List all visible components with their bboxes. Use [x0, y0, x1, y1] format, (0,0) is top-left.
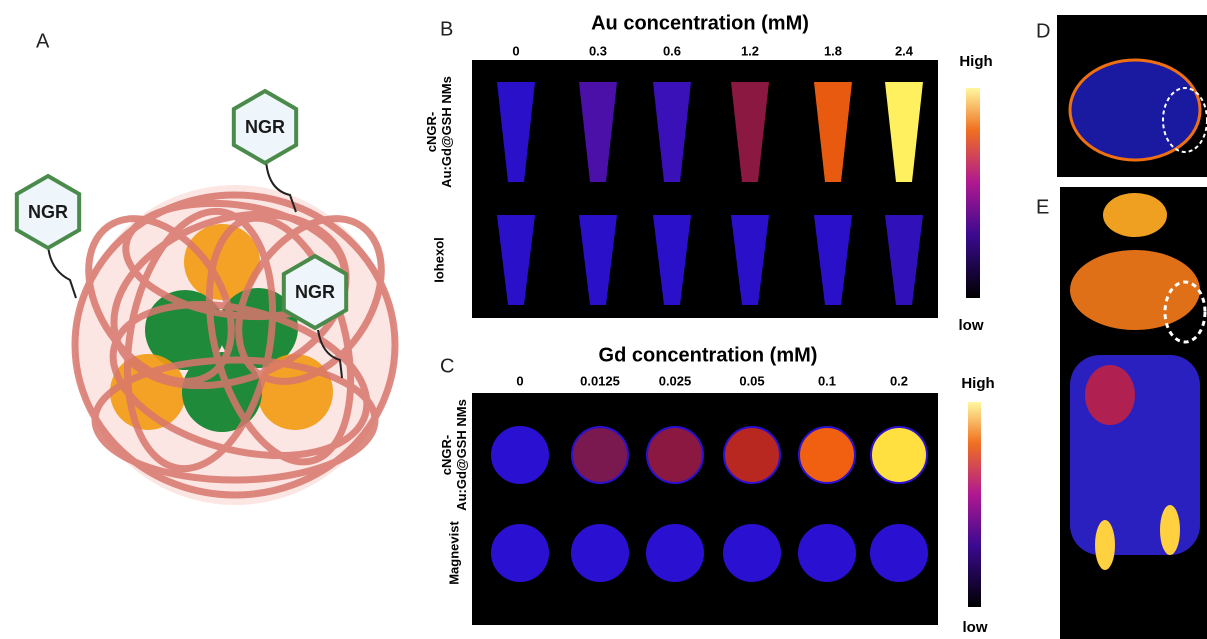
sample-well [799, 427, 855, 483]
colorbar [968, 402, 981, 607]
row-label: Au:Gd@GSH NMs [439, 76, 454, 188]
column-label: 2.4 [895, 43, 914, 58]
sample-well [647, 525, 703, 581]
row-label: Au:Gd@GSH NMs [454, 399, 469, 511]
sample-well [871, 427, 927, 483]
row-label: cNGR- [439, 435, 454, 475]
scale-low: low [963, 619, 988, 636]
scale-high: High [959, 53, 992, 70]
column-label: 0.05 [739, 373, 764, 388]
node-label: NGR [245, 117, 285, 137]
column-label: 0.0125 [580, 373, 620, 388]
column-label: 1.8 [824, 43, 842, 58]
column-label: 0.2 [890, 373, 908, 388]
panel-title: Au concentration (mM) [591, 12, 809, 34]
column-label: 0.6 [663, 43, 681, 58]
panel-label: B [440, 18, 453, 40]
figure: A B Au concentration (mM) High low [0, 0, 1207, 639]
panel-label: C [440, 355, 454, 377]
panel-title: Gd concentration (mM) [599, 344, 818, 366]
panel-label: D [1036, 20, 1050, 42]
panel-label: A [36, 30, 50, 52]
colorbar [966, 88, 980, 298]
column-label: 0.3 [589, 43, 607, 58]
row-label: Magnevist [446, 521, 461, 585]
image-background [472, 393, 938, 625]
nanoparticle [48, 160, 411, 505]
node-label: NGR [295, 282, 335, 302]
sample-well [572, 525, 628, 581]
sample-well [492, 525, 548, 581]
column-label: 1.2 [741, 43, 759, 58]
mri-image [1060, 187, 1207, 639]
row-label: Iohexol [431, 237, 446, 283]
sample-well [572, 427, 628, 483]
column-label: 0 [512, 43, 519, 58]
column-label: 0.025 [659, 373, 692, 388]
sample-well [871, 525, 927, 581]
column-label: 0 [516, 373, 523, 388]
sample-well [724, 525, 780, 581]
panel-label: E [1036, 196, 1049, 218]
node-label: NGR [28, 202, 68, 222]
sample-well [647, 427, 703, 483]
sample-well [492, 427, 548, 483]
column-label: 0.1 [818, 373, 836, 388]
image-background [472, 60, 938, 318]
row-label: cNGR- [424, 112, 439, 152]
scale-low: low [959, 317, 984, 334]
sample-well [724, 427, 780, 483]
scale-high: High [961, 375, 994, 392]
sample-well [799, 525, 855, 581]
ct-image [1057, 15, 1207, 177]
